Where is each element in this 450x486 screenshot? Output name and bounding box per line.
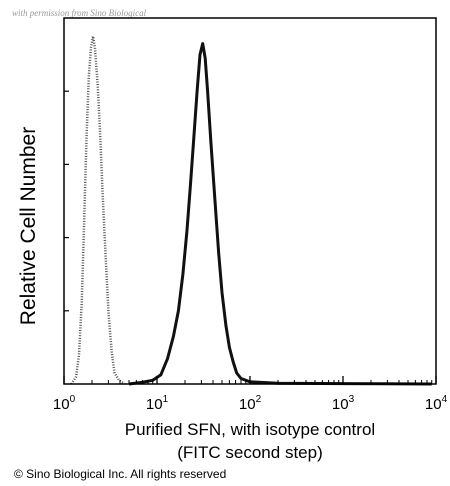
- x-tick-label-3: 103: [332, 394, 355, 413]
- x-ticks-layer: 100 101 102 103 104: [53, 376, 448, 413]
- y-axis-label: Relative Cell Number: [17, 126, 40, 326]
- x-tick-label-0: 100: [53, 394, 76, 413]
- copyright-text: © Sino Biological Inc. All rights reserv…: [14, 467, 227, 481]
- x-tick-label-1: 101: [146, 394, 169, 413]
- series-layer: [70, 35, 432, 386]
- series-stained-curve: [128, 42, 432, 386]
- x-tick-label-2: 102: [239, 394, 262, 413]
- plot-frame: [63, 17, 437, 385]
- series-isotype-control-curve: [70, 35, 126, 386]
- x-axis-label-line2: (FITC second step): [177, 443, 323, 462]
- x-tick-label-4: 104: [425, 394, 448, 413]
- x-axis-label-line1: Purified SFN, with isotype control: [124, 420, 376, 439]
- watermark-text: with permission from Sino Biological: [12, 8, 147, 18]
- y-ticks-layer: [64, 90, 69, 312]
